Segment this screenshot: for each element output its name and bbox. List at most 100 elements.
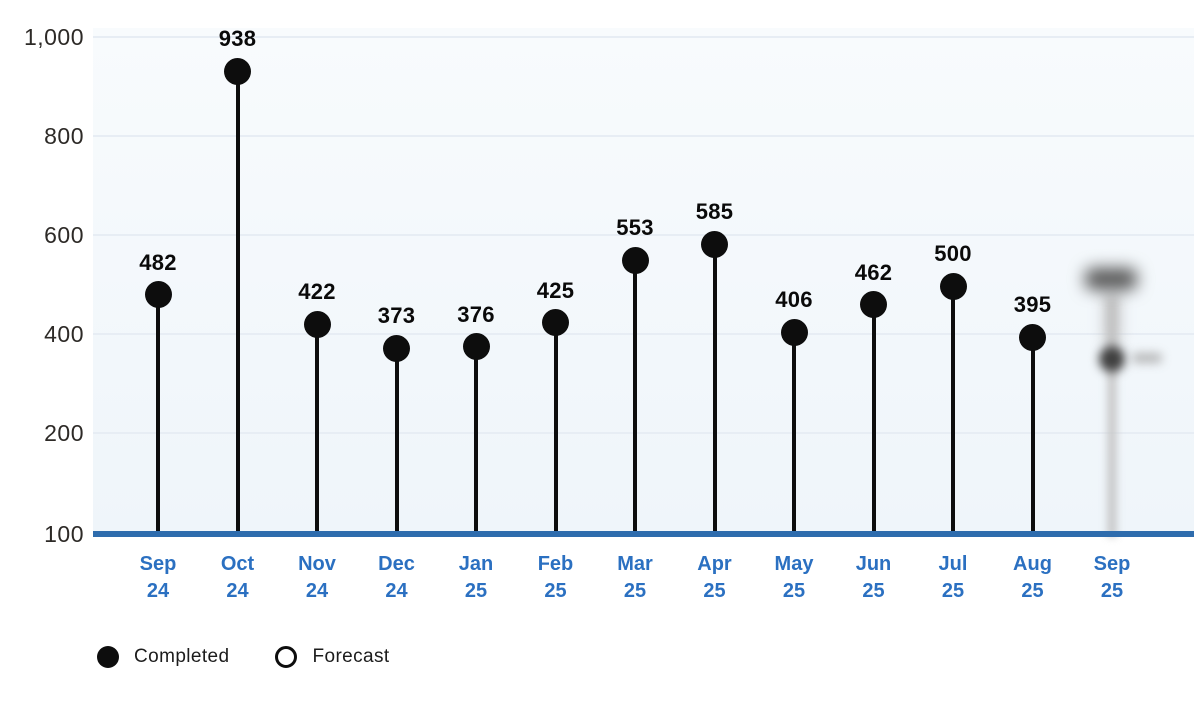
- x-axis-category-label: Dec 24: [357, 551, 437, 605]
- lollipop-stem: [792, 332, 796, 537]
- x-label-month: Nov: [298, 553, 336, 575]
- legend-item-completed: Completed: [97, 646, 229, 668]
- x-axis-category-label: Aug 25: [993, 551, 1073, 605]
- legend: Completed Forecast: [97, 646, 390, 668]
- forecast-blurred-dot: [1099, 346, 1125, 372]
- data-point-value-label: 553: [616, 215, 654, 241]
- x-label-month: Jun: [855, 553, 892, 575]
- x-label-month: Mar: [617, 553, 653, 575]
- legend-label-completed: Completed: [134, 646, 230, 667]
- gridline: [93, 36, 1194, 38]
- x-label-year: 25: [1021, 580, 1044, 602]
- x-label-month: Oct: [220, 553, 255, 575]
- gridline: [93, 234, 1194, 236]
- data-point-value-label: 376: [457, 301, 495, 327]
- data-point-dot: [462, 333, 490, 361]
- lollipop-stem: [633, 260, 637, 537]
- plot-area: [93, 28, 1194, 531]
- x-label-month: Jul: [938, 553, 968, 575]
- completed-filled-circle-icon: [97, 646, 119, 668]
- x-label-year: 25: [464, 580, 488, 602]
- data-point-dot: [383, 334, 410, 362]
- data-point-value-label: 395: [1013, 292, 1052, 318]
- x-label-year: 24: [305, 580, 329, 602]
- data-point-value-label: 373: [377, 303, 416, 329]
- x-label-year: 25: [703, 580, 726, 602]
- lollipop-stem: [235, 71, 240, 537]
- forecast-blurred-trail: [1103, 288, 1121, 346]
- x-axis-category-label: Oct 24: [198, 551, 278, 605]
- x-axis-category-label: Feb 25: [516, 551, 596, 605]
- x-label-year: 24: [146, 580, 170, 602]
- data-point-value-label: 482: [139, 249, 177, 275]
- lollipop-stem: [156, 294, 160, 537]
- x-axis-baseline: [93, 531, 1194, 537]
- x-axis-category-label: Sep 24: [118, 551, 198, 605]
- x-axis-category-label: Jun 25: [834, 551, 914, 605]
- data-point-dot: [303, 310, 331, 338]
- x-axis-category-label: Sep 25: [1072, 551, 1152, 605]
- y-axis-tick-label: 800: [44, 123, 84, 149]
- x-label-year: 24: [226, 580, 249, 602]
- x-axis-category-label: Jul 25: [913, 551, 993, 605]
- x-label-month: Sep: [139, 553, 177, 575]
- data-point-dot: [860, 291, 887, 319]
- lollipop-stem: [474, 346, 478, 537]
- data-point-value-label: 422: [298, 279, 336, 305]
- legend-item-forecast: Forecast: [275, 646, 389, 668]
- x-label-month: May: [774, 553, 814, 575]
- data-point-dot: [780, 318, 808, 346]
- y-axis-tick-label: 1,000: [23, 24, 84, 50]
- x-axis-category-label: Mar 25: [595, 551, 675, 605]
- y-axis-tick-label: 600: [44, 222, 84, 248]
- x-axis-category-label: May 25: [754, 551, 834, 605]
- lollipop-stem: [712, 244, 717, 537]
- data-point-dot: [224, 57, 251, 85]
- gridline: [93, 432, 1194, 434]
- x-label-month: Aug: [1013, 553, 1052, 575]
- legend-label-forecast: Forecast: [312, 646, 390, 667]
- data-point-dot: [939, 272, 967, 300]
- x-label-month: Sep: [1093, 553, 1131, 575]
- data-point-dot: [621, 246, 649, 274]
- data-point-value-label: 462: [854, 259, 893, 285]
- gridline: [93, 135, 1194, 137]
- x-label-month: Jan: [458, 553, 494, 575]
- x-label-year: 24: [385, 580, 408, 602]
- data-point-value-label: 500: [934, 241, 972, 266]
- x-label-year: 25: [1100, 580, 1124, 602]
- x-axis-category-label: Nov 24: [277, 551, 357, 605]
- x-label-year: 25: [941, 580, 965, 602]
- forecast-blurred-stem: [1107, 300, 1117, 537]
- lollipop-stem: [951, 286, 955, 537]
- data-point-value-label: 585: [695, 199, 734, 225]
- data-point-dot: [144, 281, 172, 309]
- y-axis-tick-label: 400: [44, 321, 84, 347]
- data-point-dot: [1019, 323, 1046, 351]
- lollipop-stem: [871, 304, 876, 537]
- lollipop-stem: [553, 322, 558, 537]
- data-point-dot: [542, 309, 569, 337]
- x-label-year: 25: [544, 580, 567, 602]
- data-point-value-label: 938: [218, 26, 257, 52]
- lollipop-stem: [315, 324, 319, 537]
- y-axis-tick-label: 100: [44, 521, 84, 547]
- y-axis-tick-label: 200: [44, 420, 84, 446]
- x-axis-category-label: Jan 25: [436, 551, 516, 605]
- x-label-month: Apr: [697, 553, 732, 575]
- lollipop-stem: [394, 348, 399, 537]
- gridline: [93, 333, 1194, 335]
- x-label-month: Dec: [378, 553, 415, 575]
- forecast-blurred-value: [1085, 268, 1137, 290]
- forecast-outline-circle-icon: [275, 646, 298, 668]
- data-point-value-label: 406: [775, 287, 813, 313]
- x-label-year: 25: [782, 580, 806, 602]
- x-label-year: 25: [862, 580, 885, 602]
- x-label-year: 25: [623, 580, 647, 602]
- lollipop-stem: [1030, 337, 1035, 537]
- data-point-dot: [701, 230, 728, 258]
- data-point-value-label: 425: [536, 277, 575, 303]
- x-axis-category-label: Apr 25: [675, 551, 755, 605]
- x-label-month: Feb: [537, 553, 574, 575]
